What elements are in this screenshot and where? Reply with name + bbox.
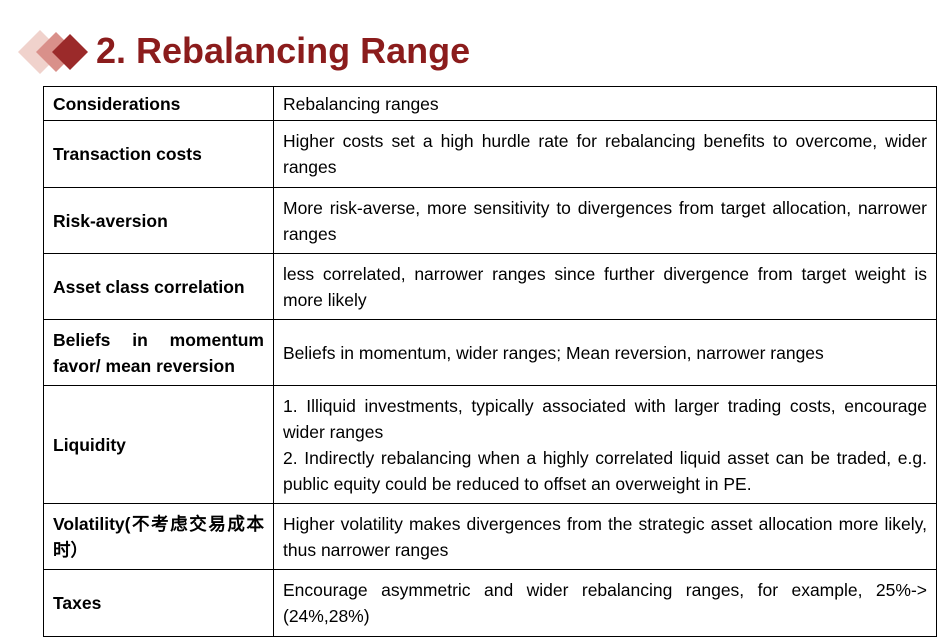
consideration-cell: Asset class correlation [43,253,274,320]
table-row: Taxes Encourage asymmetric and wider reba… [43,569,937,637]
rebalancing-table: Considerations Rebalancing ranges Transa… [43,86,937,637]
range-text: Higher volatility makes divergences from… [283,513,927,560]
range-text: Higher costs set a high hurdle rate for … [283,131,927,177]
range-cell: 1. Illiquid investments, typically assoc… [273,385,937,504]
header-cell: Rebalancing ranges [273,86,937,121]
range-cell: Higher volatility makes divergences from… [273,503,937,570]
range-text: More risk-averse, more sensitivity to di… [283,197,927,244]
range-cell: less correlated, narrower ranges since f… [273,253,937,320]
range-text: Encourage asymmetric and wider rebalanci… [283,580,927,626]
slide-title: 2. Rebalancing Range [96,30,471,71]
table-row: Asset class correlation less correlated, … [43,253,937,320]
range-cell: More risk-averse, more sensitivity to di… [273,187,937,254]
range-cell: Higher costs set a high hurdle rate for … [273,120,937,188]
table-row: Transaction costs Higher costs set a high… [43,120,937,188]
title-icon [18,30,88,74]
table-row: Risk-aversion More risk-averse, more sens… [43,187,937,254]
range-text: Beliefs in momentum, wider ranges; Mean … [283,342,824,363]
consideration-cell: Beliefs in momentum favor/ mean reversio… [43,319,274,386]
range-text: 2. Indirectly rebalancing when a highly … [283,447,927,494]
table-row: Liquidity 1. Illiquid investments, typica… [43,385,937,504]
consideration-cell: Taxes [43,569,274,637]
table-row: Volatility(不考虑交易成本时） Higher volatility ma… [43,503,937,570]
consideration-cell: Volatility(不考虑交易成本时） [43,503,274,570]
consideration-cell: Liquidity [43,385,274,504]
table-row: Beliefs in momentum favor/ mean reversio… [43,319,937,386]
range-text: 1. Illiquid investments, typically assoc… [283,395,927,442]
header-cell: Considerations [43,86,274,121]
range-cell: Beliefs in momentum, wider ranges; Mean … [273,319,937,386]
consideration-cell: Transaction costs [43,120,274,188]
header-row: Considerations Rebalancing ranges [43,86,937,121]
range-text: less correlated, narrower ranges since f… [283,263,927,310]
range-cell: Encourage asymmetric and wider rebalanci… [273,569,937,637]
consideration-cell: Risk-aversion [43,187,274,254]
